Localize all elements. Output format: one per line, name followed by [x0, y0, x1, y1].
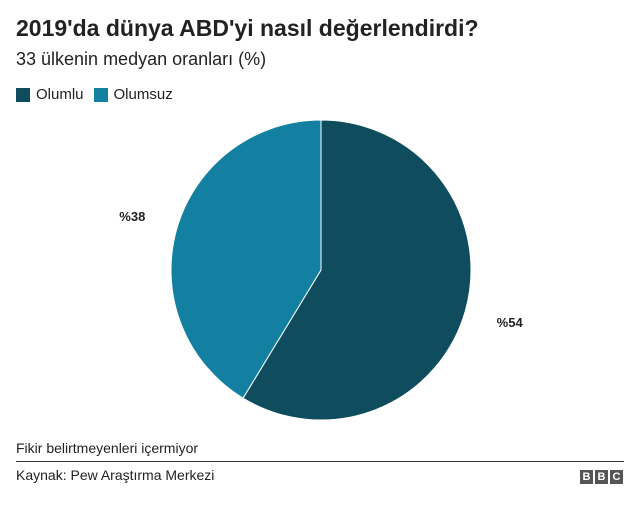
source-text: Kaynak: Pew Araştırma Merkezi	[16, 467, 215, 483]
legend-label-olumlu: Olumlu	[36, 86, 84, 103]
legend-label-olumsuz: Olumsuz	[113, 86, 173, 103]
legend-swatch-olumsuz	[93, 87, 108, 102]
legend-item-olumsuz: Olumsuz	[93, 86, 173, 103]
pie-slice-olumlu	[242, 119, 472, 421]
slice-label-olumlu: %54	[497, 315, 524, 330]
legend: Olumlu Olumsuz	[16, 86, 183, 103]
pie-slice-olumsuz	[170, 119, 322, 399]
chart-note: Fikir belirtmeyenleri içermiyor	[16, 440, 199, 456]
bbc-logo: B B C	[578, 470, 623, 484]
legend-swatch-olumlu	[16, 87, 30, 102]
legend-item-olumlu: Olumlu	[16, 86, 84, 103]
bbc-logo-block: C	[610, 470, 623, 484]
bbc-logo-block: B	[580, 470, 593, 484]
chart-subtitle: 33 ülkenin medyan oranları (%)	[16, 49, 267, 69]
footer-divider	[16, 461, 624, 462]
bbc-logo-block: B	[595, 470, 608, 484]
slice-label-olumsuz: %38	[119, 209, 145, 224]
chart-title: 2019'da dünya ABD'yi nasıl değerlendirdi…	[16, 15, 479, 41]
